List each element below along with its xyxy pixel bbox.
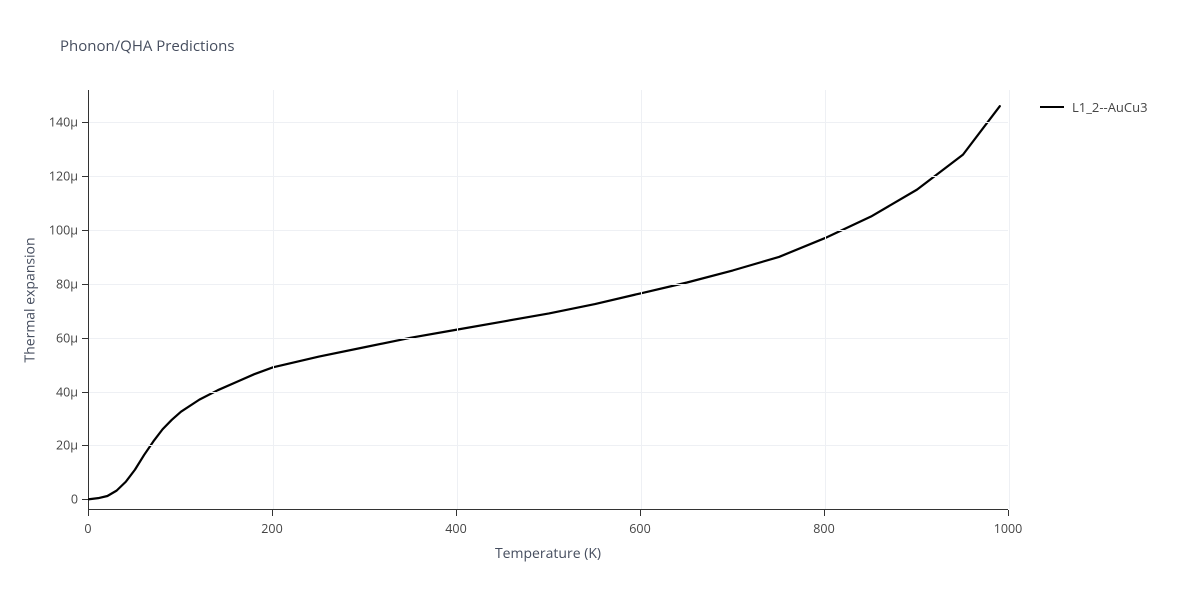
x-tick-mark (272, 510, 273, 516)
y-tick-mark (82, 176, 88, 177)
legend-item[interactable]: L1_2--AuCu3 (1040, 98, 1148, 116)
grid-h (89, 338, 1008, 339)
y-tick-label: 140μ (48, 114, 78, 131)
x-tick-label: 600 (629, 520, 650, 537)
y-tick-mark (82, 122, 88, 123)
legend-label: L1_2--AuCu3 (1072, 98, 1148, 116)
x-tick-label: 0 (84, 520, 91, 537)
y-tick-label: 80μ (48, 275, 78, 292)
series-line (89, 106, 1000, 499)
y-tick-mark (82, 338, 88, 339)
series-layer (89, 90, 1009, 510)
y-axis-label: Thermal expansion (21, 237, 40, 362)
x-tick-label: 400 (445, 520, 466, 537)
legend-swatch (1040, 106, 1064, 108)
y-tick-mark (82, 392, 88, 393)
grid-v (1009, 90, 1010, 509)
legend: L1_2--AuCu3 (1040, 98, 1148, 116)
y-tick-mark (82, 445, 88, 446)
y-tick-mark (82, 230, 88, 231)
grid-h (89, 230, 1008, 231)
grid-h (89, 445, 1008, 446)
x-tick-label: 800 (813, 520, 834, 537)
chart-title: Phonon/QHA Predictions (60, 36, 235, 56)
x-tick-mark (824, 510, 825, 516)
y-tick-label: 40μ (48, 383, 78, 400)
x-tick-label: 1000 (994, 520, 1023, 537)
y-tick-label: 120μ (48, 168, 78, 185)
y-tick-label: 0 (48, 491, 78, 508)
y-tick-mark (82, 499, 88, 500)
plot-area (88, 90, 1008, 510)
figure: Phonon/QHA Predictions Temperature (K) T… (0, 0, 1200, 600)
y-tick-mark (82, 284, 88, 285)
x-tick-label: 200 (261, 520, 282, 537)
y-tick-label: 100μ (48, 222, 78, 239)
x-tick-mark (640, 510, 641, 516)
x-tick-mark (88, 510, 89, 516)
x-tick-mark (456, 510, 457, 516)
grid-h (89, 176, 1008, 177)
x-axis-label: Temperature (K) (495, 544, 601, 563)
grid-h (89, 392, 1008, 393)
grid-h (89, 122, 1008, 123)
y-tick-label: 20μ (48, 437, 78, 454)
grid-h (89, 284, 1008, 285)
x-tick-mark (1008, 510, 1009, 516)
y-tick-label: 60μ (48, 329, 78, 346)
